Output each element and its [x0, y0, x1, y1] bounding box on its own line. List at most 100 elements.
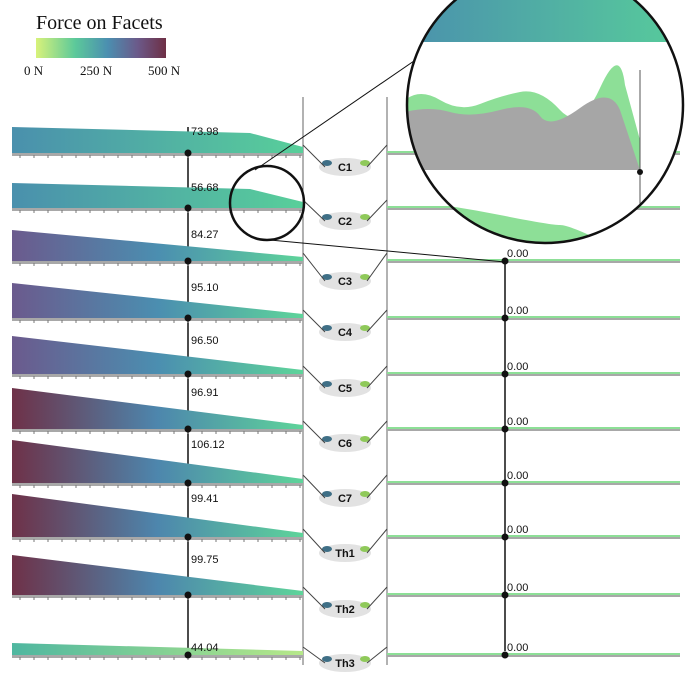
right-value: 0.00	[507, 361, 528, 373]
left-value: 96.91	[191, 387, 219, 399]
right-profile	[387, 259, 680, 262]
baseline	[12, 261, 303, 264]
vertebra-label: C6	[338, 438, 352, 450]
zoom-source	[228, 164, 306, 242]
vertebra-label: C2	[338, 216, 352, 228]
facet	[360, 274, 370, 280]
marker	[501, 314, 509, 322]
marker	[501, 591, 509, 599]
legend-title: Force on Facets	[36, 12, 163, 34]
vertebra	[319, 323, 371, 341]
marker	[501, 370, 509, 378]
facet	[360, 491, 370, 497]
marker	[184, 370, 192, 378]
marker	[501, 533, 509, 541]
facet	[322, 656, 332, 662]
facet	[322, 436, 332, 442]
connector	[302, 365, 326, 389]
baseline	[12, 374, 303, 377]
force-profile	[12, 336, 303, 376]
right-value: 0.00	[507, 248, 528, 260]
marker	[184, 149, 192, 157]
vertebra-label: Th2	[335, 604, 355, 616]
force-profile	[12, 283, 303, 320]
facet	[360, 381, 370, 387]
zoom-connector	[269, 239, 506, 263]
right-baseline	[387, 374, 680, 376]
vertebra	[319, 212, 371, 230]
connector	[302, 199, 326, 222]
marker	[184, 651, 192, 659]
connector	[302, 646, 326, 664]
left-value: 44.04	[191, 642, 219, 654]
facet	[322, 491, 332, 497]
vertebra	[319, 600, 371, 618]
marker	[184, 204, 192, 212]
connector	[302, 528, 326, 554]
marker	[501, 257, 509, 265]
zoom-connector	[254, 49, 431, 171]
right-baseline	[387, 483, 680, 485]
left-value: 73.98	[191, 126, 219, 138]
connector	[366, 252, 388, 282]
facet	[360, 602, 370, 608]
left-value: 99.75	[191, 554, 219, 566]
facet	[322, 381, 332, 387]
right-baseline	[387, 655, 680, 657]
connector	[302, 474, 326, 499]
connector	[366, 365, 388, 389]
right-profile	[387, 372, 680, 375]
vertebra-label: C5	[338, 383, 352, 395]
vertebra	[319, 489, 371, 507]
connector	[366, 144, 388, 168]
vertebra	[319, 434, 371, 452]
right-value: 0.00	[507, 642, 528, 654]
right-value: 0.00	[507, 582, 528, 594]
connector	[302, 586, 326, 610]
facet	[322, 214, 332, 220]
connector	[366, 586, 388, 610]
connector	[366, 199, 388, 222]
vertebra	[319, 158, 371, 176]
facet	[322, 160, 332, 166]
connector	[366, 420, 388, 444]
marker	[184, 533, 192, 541]
colorbar	[36, 38, 166, 58]
vertebra-label: C7	[338, 493, 352, 505]
baseline	[12, 208, 303, 211]
zoom-lens	[405, 0, 685, 245]
force-profile	[12, 127, 303, 155]
connector	[302, 144, 326, 168]
vertebra	[319, 654, 371, 672]
connector	[366, 474, 388, 499]
force-profile	[12, 643, 303, 657]
right-profile	[387, 535, 680, 538]
connector	[302, 309, 326, 333]
legend-min: 0 N	[24, 63, 44, 78]
connector	[366, 646, 388, 664]
facet	[322, 546, 332, 552]
facet	[360, 214, 370, 220]
right-value: 0.00	[507, 524, 528, 536]
facet	[360, 325, 370, 331]
right-profile	[387, 481, 680, 484]
legend-mid: 250 N	[80, 63, 113, 78]
right-profile	[387, 427, 680, 430]
vertebra	[319, 272, 371, 290]
right-value: 0.00	[507, 416, 528, 428]
legend-max: 500 N	[148, 63, 181, 78]
zoom-view	[407, 0, 683, 243]
right-baseline	[387, 429, 680, 431]
facet	[360, 436, 370, 442]
vertebra-label: C1	[338, 162, 352, 174]
facet	[360, 546, 370, 552]
facet	[322, 602, 332, 608]
right-baseline	[387, 318, 680, 320]
marker	[184, 257, 192, 265]
vertebra-label: Th3	[335, 658, 355, 670]
facet	[322, 325, 332, 331]
force-profile	[12, 494, 303, 539]
vertebra	[319, 379, 371, 397]
right-profile	[387, 316, 680, 319]
